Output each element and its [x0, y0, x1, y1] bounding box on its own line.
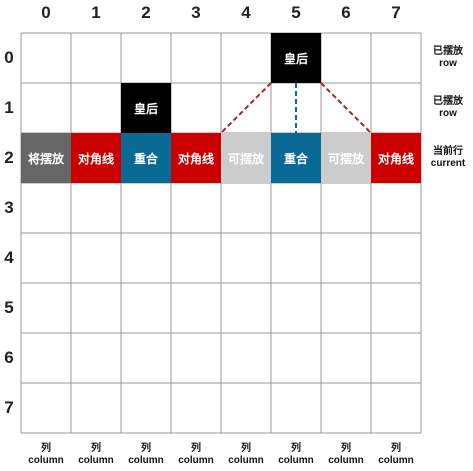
column-footer-zh: 列	[41, 443, 51, 454]
row-status-en: row	[439, 108, 457, 119]
column-index-label: 3	[191, 3, 201, 22]
row-index-label: 6	[4, 348, 14, 367]
column-footer-en: column	[228, 455, 264, 466]
row-index-label: 0	[4, 48, 14, 67]
column-index-label: 7	[391, 3, 401, 22]
queen-cell: 皇后	[271, 33, 321, 83]
row-status-zh: 已摆放	[433, 96, 463, 107]
column-footer-en: column	[178, 455, 214, 466]
column-footer-zh: 列	[91, 443, 101, 454]
to-place-cell: 将摆放	[21, 133, 71, 183]
column-footer-label: 列 column	[371, 443, 421, 467]
diagonal-attack-line	[320, 82, 372, 134]
row-index-label: 3	[4, 198, 14, 217]
column-footer-zh: 列	[391, 443, 401, 454]
column-footer-zh: 列	[291, 443, 301, 454]
column-index-label: 6	[341, 3, 351, 22]
column-footer-zh: 列	[191, 443, 201, 454]
column-index-label: 5	[291, 3, 301, 22]
placeable-cell: 可摆放	[221, 133, 271, 183]
column-index-label: 4	[241, 3, 251, 22]
column-index-label: 2	[141, 3, 151, 22]
overlap-conflict-cell: 重合	[121, 133, 171, 183]
row-status-zh: 当前行	[433, 146, 463, 157]
row-index-label: 2	[4, 148, 14, 167]
column-index-label: 0	[41, 3, 51, 22]
placeable-cell: 可摆放	[321, 133, 371, 183]
row-status-label: 已摆放 row	[424, 46, 472, 70]
column-footer-en: column	[128, 455, 164, 466]
column-footer-label: 列 column	[71, 443, 121, 467]
row-index-label: 5	[4, 298, 14, 317]
row-status-en: current	[430, 158, 466, 169]
column-footer-label: 列 column	[271, 443, 321, 467]
diagonal-attack-line	[220, 82, 272, 134]
row-index-label: 4	[4, 248, 14, 267]
diagonal-conflict-cell: 对角线	[71, 133, 121, 183]
row-status-label: 已摆放 row	[424, 96, 472, 120]
queen-cell: 皇后	[121, 83, 171, 133]
overlap-conflict-cell: 重合	[271, 133, 321, 183]
row-index-label: 1	[4, 98, 14, 117]
diagonal-conflict-cell: 对角线	[371, 133, 421, 183]
row-status-label: 当前行 current	[424, 146, 472, 170]
column-footer-label: 列 column	[221, 443, 271, 467]
column-footer-en: column	[328, 455, 364, 466]
row-status-en: row	[439, 58, 457, 69]
column-footer-label: 列 column	[171, 443, 221, 467]
column-footer-zh: 列	[241, 443, 251, 454]
column-index-label: 1	[91, 3, 101, 22]
column-footer-zh: 列	[341, 443, 351, 454]
row-index-label: 7	[4, 398, 14, 417]
column-footer-label: 列 column	[21, 443, 71, 467]
column-footer-en: column	[278, 455, 314, 466]
column-footer-zh: 列	[141, 443, 151, 454]
column-footer-en: column	[28, 455, 64, 466]
column-footer-en: column	[378, 455, 414, 466]
row-status-zh: 已摆放	[433, 46, 463, 57]
column-footer-label: 列 column	[321, 443, 371, 467]
column-footer-en: column	[78, 455, 114, 466]
diagonal-conflict-cell: 对角线	[171, 133, 221, 183]
column-footer-label: 列 column	[121, 443, 171, 467]
